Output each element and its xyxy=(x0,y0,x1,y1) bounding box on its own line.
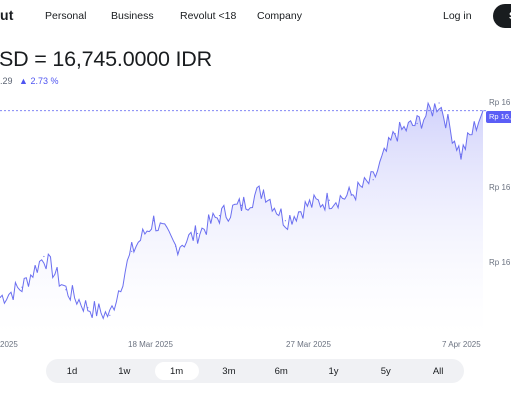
current-price-tag: Rp 16,7 xyxy=(486,111,511,123)
range-tab-1d[interactable]: 1d xyxy=(66,365,78,377)
y-axis-label-2: Rp 16,5 xyxy=(489,183,511,192)
chart-point xyxy=(460,153,462,155)
signup-button[interactable]: S xyxy=(493,4,511,28)
time-range-selector: 1d 1w 1m 3m 6m 1y 5y All xyxy=(46,359,464,383)
y-axis-label-3: Rp 16,4 xyxy=(489,258,511,267)
chart-point xyxy=(197,232,199,235)
nav-business[interactable]: Business xyxy=(111,10,154,22)
chart-point xyxy=(218,215,221,217)
chart-point xyxy=(482,110,484,112)
chart-series-line xyxy=(0,101,484,320)
chart-point xyxy=(438,102,440,104)
x-axis-label-4: 7 Apr 2025 xyxy=(442,340,481,349)
chart-point xyxy=(21,286,23,288)
chart-point xyxy=(131,250,133,252)
rate-change: .29 ▲ 2.73 % xyxy=(0,76,58,86)
y-axis-label-1: Rp 16,7 xyxy=(489,98,511,107)
range-tab-5y[interactable]: 5y xyxy=(380,365,391,377)
rate-change-percent: ▲ 2.73 % xyxy=(19,76,59,86)
chart-point xyxy=(153,220,155,222)
chart-point xyxy=(350,194,352,196)
x-axis-label-3: 27 Mar 2025 xyxy=(286,340,331,349)
nav-revolut-under-18[interactable]: Revolut <18 xyxy=(180,10,237,22)
chart-point xyxy=(416,122,418,125)
exchange-rate-title: SD = 16,745.0000 IDR xyxy=(0,47,212,71)
chart-point xyxy=(328,199,330,201)
revolut-logo[interactable]: ut xyxy=(0,7,14,23)
chart-point xyxy=(372,179,374,181)
rate-chart[interactable] xyxy=(0,95,511,335)
chart-point xyxy=(175,245,177,247)
top-nav: ut Personal Business Revolut <18 Company… xyxy=(0,0,511,34)
nav-personal[interactable]: Personal xyxy=(45,10,87,22)
chart-point xyxy=(109,314,111,316)
login-link[interactable]: Log in xyxy=(443,10,472,22)
x-axis-label-2: 18 Mar 2025 xyxy=(128,340,173,349)
range-tab-3m[interactable]: 3m xyxy=(222,365,236,377)
range-tab-all[interactable]: All xyxy=(432,365,444,377)
nav-company[interactable]: Company xyxy=(257,10,302,22)
chart-point xyxy=(43,255,45,258)
chart-area-fill xyxy=(0,103,483,335)
range-tab-1m[interactable]: 1m xyxy=(154,362,199,380)
chart-point xyxy=(240,204,243,206)
chart-point xyxy=(65,289,67,291)
rate-change-absolute: .29 xyxy=(0,76,13,86)
chart-point xyxy=(284,220,286,222)
range-tab-1y[interactable]: 1y xyxy=(328,365,339,377)
chart-point xyxy=(394,133,396,135)
range-tab-1w[interactable]: 1w xyxy=(118,365,131,377)
range-tab-6m[interactable]: 6m xyxy=(274,365,288,377)
chart-point xyxy=(0,296,1,298)
chart-point xyxy=(262,189,265,191)
x-axis-label-1: 2025 xyxy=(0,340,18,349)
chart-point xyxy=(306,204,308,206)
chart-point xyxy=(87,307,89,309)
